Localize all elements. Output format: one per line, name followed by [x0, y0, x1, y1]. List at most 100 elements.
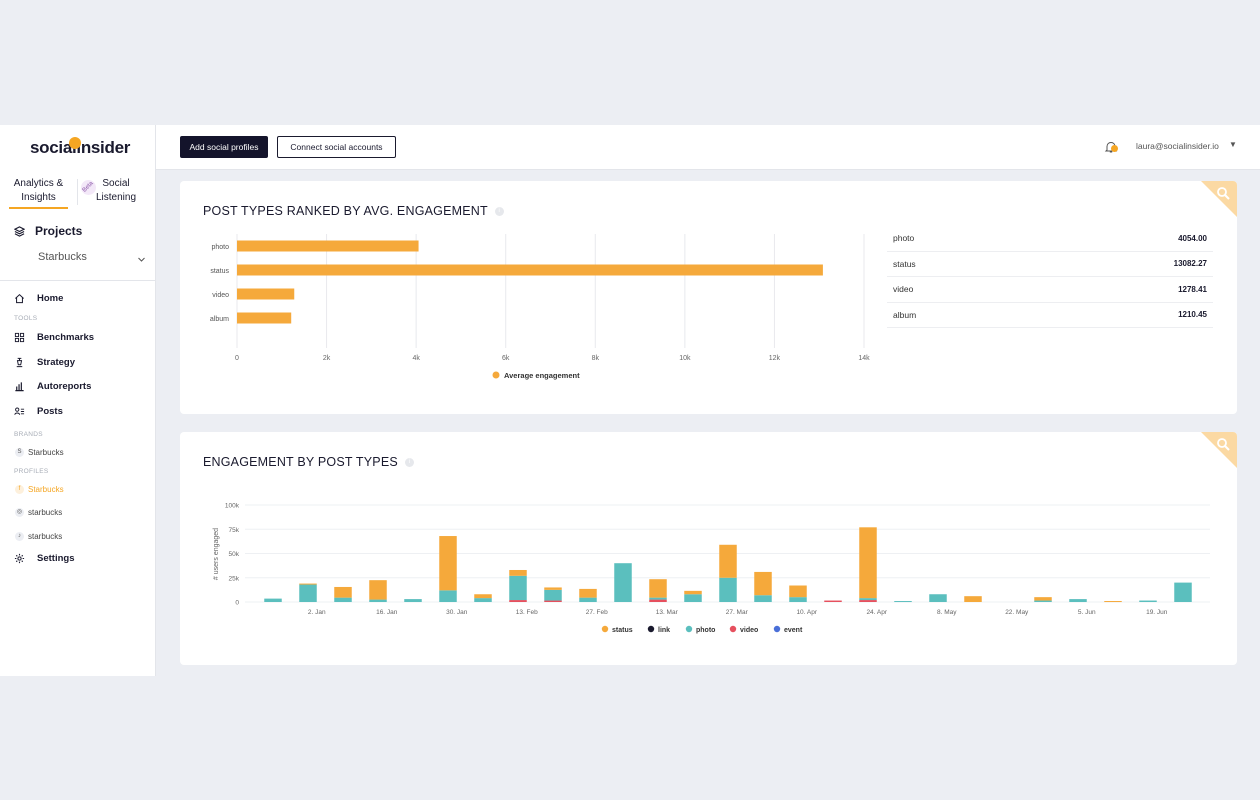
- caret-down-icon[interactable]: ▼: [1229, 140, 1237, 149]
- project-select[interactable]: Starbucks: [38, 251, 146, 264]
- table-row: album 1210.45: [887, 303, 1213, 328]
- nav-posts[interactable]: Posts: [14, 406, 63, 417]
- gear-icon: [14, 553, 25, 564]
- table-cell-value: 4054.00: [1178, 233, 1207, 243]
- engagement-by-post-types-card: ENGAGEMENT BY POST TYPES i 0 25k 50k 75k 100…: [180, 432, 1237, 665]
- x-tick-label: 6k: [502, 355, 510, 362]
- engagement-stacked-chart: 0 25k 50k 75k 100k # users engaged 2. Jan 16. J…: [213, 503, 1210, 634]
- legend-swatch-photo: [685, 625, 693, 633]
- bar-segment-photo: [404, 599, 422, 602]
- profile-instagram-starbucks[interactable]: ◎ starbucks: [15, 508, 62, 517]
- x-tick-label: 19. Jun: [1146, 609, 1168, 616]
- sidebar: socialinsider Analytics & Insights Beta …: [0, 125, 156, 676]
- y-tick-label: 0: [235, 600, 239, 607]
- add-social-profiles-button[interactable]: Add social profiles: [180, 136, 268, 158]
- brand-starbucks[interactable]: S Starbucks: [15, 448, 64, 457]
- projects-heading[interactable]: Projects: [14, 224, 82, 238]
- table-row: photo 4054.00: [887, 226, 1213, 252]
- search-corner-icon[interactable]: [1201, 432, 1237, 468]
- bar-album: [237, 312, 292, 324]
- legend-swatch-event: [773, 625, 781, 633]
- y-tick-label: status: [210, 268, 229, 275]
- y-tick-label: 75k: [229, 527, 240, 534]
- legend-swatch-link: [647, 625, 655, 633]
- legend-swatch-video: [729, 625, 737, 633]
- x-tick-label: 27. Feb: [586, 609, 608, 616]
- legend-label: Average engagement: [504, 371, 580, 380]
- bar-segment-status: [509, 569, 527, 576]
- notification-badge: [1111, 145, 1118, 152]
- tab-listening-line1: Social: [102, 178, 130, 189]
- card1-title: POST TYPES RANKED BY AVG. ENGAGEMENT: [203, 204, 488, 218]
- user-email[interactable]: laura@socialinsider.io: [1136, 141, 1219, 151]
- x-tick-label: 27. Mar: [726, 609, 749, 616]
- x-tick-label: 10k: [679, 355, 691, 362]
- bar-segment-status: [684, 590, 702, 595]
- nav-benchmarks[interactable]: Benchmarks: [14, 332, 94, 343]
- brand-starbucks-label: Starbucks: [28, 448, 64, 457]
- bar-segment-photo: [789, 597, 807, 602]
- x-tick-label: 8k: [592, 355, 600, 362]
- tab-analytics-line1: Analytics &: [13, 178, 64, 189]
- tab-social-listening[interactable]: Social Listening: [87, 177, 145, 205]
- instagram-icon: ◎: [15, 508, 24, 517]
- x-tick-label: 13. Feb: [516, 609, 538, 616]
- bar-segment-status: [579, 588, 597, 598]
- bar-segment-status: [964, 596, 982, 602]
- bar-segment-status: [299, 583, 317, 585]
- profile-facebook-starbucks[interactable]: f Starbucks: [15, 485, 64, 494]
- bar-segment-status: [474, 594, 492, 599]
- search-corner-icon[interactable]: [1201, 181, 1237, 217]
- chess-icon: [16, 357, 23, 368]
- grid-icon: [14, 332, 25, 343]
- table-cell-type: album: [893, 309, 917, 320]
- table-cell-type: video: [893, 284, 914, 295]
- table-row: status 13082.27: [887, 252, 1213, 277]
- legend-label: photo: [696, 627, 715, 634]
- nav-home[interactable]: Home: [14, 293, 63, 304]
- info-icon[interactable]: i: [494, 206, 504, 216]
- profiles-heading: PROFILES: [14, 468, 49, 475]
- x-tick-label: 30. Jan: [446, 609, 468, 616]
- profile-tiktok-label: starbucks: [28, 532, 63, 541]
- legend-label: status: [612, 627, 633, 634]
- topbar: Add social profiles Connect social accou…: [156, 125, 1260, 170]
- profile-facebook-label: Starbucks: [28, 485, 64, 494]
- x-tick-label: 12k: [769, 355, 781, 362]
- table-cell-value: 1210.45: [1178, 310, 1207, 320]
- bar-segment-video: [509, 600, 527, 602]
- nav-strategy-label: Strategy: [37, 357, 76, 368]
- profile-tiktok-starbucks[interactable]: ♪ starbucks: [15, 532, 62, 541]
- x-tick-label: 5. Jun: [1078, 609, 1096, 616]
- bar-segment-photo: [579, 597, 597, 602]
- x-tick-label: 22. May: [1005, 609, 1029, 616]
- x-tick-label: 14k: [858, 355, 870, 362]
- y-tick-label: photo: [211, 244, 229, 251]
- info-icon[interactable]: i: [404, 457, 414, 467]
- x-tick-label: 0: [235, 355, 239, 362]
- brands-heading: BRANDS: [14, 431, 43, 438]
- nav-settings-label: Settings: [37, 553, 75, 564]
- bar-segment-status: [1104, 601, 1122, 603]
- x-tick-label: 2k: [323, 355, 331, 362]
- bar-segment-video: [824, 600, 842, 602]
- bar-segment-status: [789, 585, 807, 598]
- tab-analytics[interactable]: Analytics & Insights: [9, 177, 68, 209]
- bar-segment-status: [754, 571, 772, 596]
- nav-home-label: Home: [37, 293, 64, 304]
- nav-settings[interactable]: Settings: [14, 553, 74, 564]
- nav-autoreports[interactable]: Autoreports: [14, 381, 91, 392]
- nav-strategy[interactable]: Strategy: [14, 357, 75, 368]
- bar-segment-video: [859, 600, 877, 602]
- tab-listening-line2: Listening: [95, 192, 137, 203]
- connect-social-accounts-button[interactable]: Connect social accounts: [277, 136, 396, 158]
- legend-label: event: [784, 627, 803, 634]
- tab-analytics-line2: Insights: [21, 192, 56, 203]
- tiktok-icon: ♪: [15, 532, 24, 541]
- legend-label: video: [740, 627, 758, 634]
- bar-video: [237, 288, 295, 300]
- bar-segment-photo: [649, 597, 667, 600]
- logo[interactable]: socialinsider: [30, 138, 131, 157]
- bar-segment-photo: [544, 589, 562, 601]
- post-types-ranked-card: POST TYPES RANKED BY AVG. ENGAGEMENT i 0…: [180, 181, 1237, 414]
